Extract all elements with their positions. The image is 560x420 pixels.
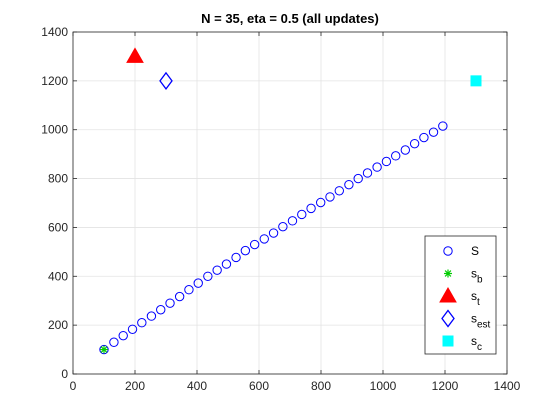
data-point: [297, 209, 307, 220]
data-point: [109, 337, 119, 347]
legend-marker: [444, 269, 452, 278]
x-tick-label: 1400: [494, 379, 521, 393]
data-point: [400, 145, 411, 155]
y-tick-label: 1200: [41, 74, 68, 88]
data-point: [159, 71, 173, 90]
asterisk-stroke: [100, 346, 108, 353]
data-point: [221, 259, 232, 269]
asterisk-stroke: [444, 270, 452, 277]
data-point: [165, 298, 175, 308]
chart-title: N = 35, eta = 0.5 (all updates): [201, 11, 379, 26]
legend-label: sb: [471, 267, 483, 286]
legend-label: S: [471, 244, 479, 258]
data-point: [137, 318, 147, 328]
x-tick-label: 0: [70, 379, 77, 393]
data-point: [100, 345, 108, 354]
data-point: [184, 285, 194, 295]
data-point: [353, 173, 363, 184]
data-point: [287, 216, 298, 226]
data-point: [419, 132, 429, 143]
data-point: [372, 162, 382, 172]
data-point: [334, 186, 344, 196]
series-s-c: [470, 75, 482, 87]
x-tick-label: 1000: [370, 379, 397, 393]
legend-marker: [439, 286, 457, 303]
legend-marker: [443, 246, 453, 256]
data-point: [240, 245, 251, 256]
data-point: [118, 330, 128, 341]
x-tick-label: 200: [125, 379, 145, 393]
data-point: [259, 234, 269, 244]
legend-label: st: [471, 289, 480, 308]
data-point: [306, 203, 316, 214]
legend-label: sest: [471, 312, 491, 331]
data-point: [99, 344, 109, 355]
data-markers: [99, 47, 482, 355]
data-point: [315, 197, 326, 208]
data-point: [381, 156, 392, 167]
y-tick-label: 200: [48, 318, 68, 332]
data-point: [231, 252, 241, 263]
y-tick-label: 0: [61, 367, 68, 381]
data-point: [428, 127, 439, 137]
data-point: [325, 192, 335, 202]
y-tick-label: 1400: [41, 25, 68, 39]
legend-label: sc: [471, 334, 482, 353]
series-s-b: [100, 345, 108, 354]
legend-box: [424, 235, 497, 355]
series-s: [99, 121, 448, 355]
data-point: [174, 291, 185, 302]
data-point: [268, 228, 279, 238]
y-tick-label: 1000: [41, 123, 68, 137]
data-point: [146, 311, 157, 321]
data-point: [212, 265, 222, 275]
x-tick-label: 800: [311, 379, 331, 393]
y-tick-label: 400: [48, 269, 68, 283]
data-point: [127, 324, 138, 334]
data-point: [344, 179, 354, 190]
y-tick-label: 800: [48, 172, 68, 186]
data-point: [391, 151, 401, 161]
data-point: [249, 239, 260, 250]
legend-marker: [441, 309, 455, 328]
legend-marker: [442, 335, 454, 347]
axis-ticks: 0 200 400 600 800 1000 1200 1400 0 200 400 600 800 10…: [41, 25, 520, 393]
legend: Ssb st sest sc: [424, 235, 497, 355]
data-point: [278, 221, 288, 232]
data-point: [470, 75, 482, 87]
x-tick-label: 600: [249, 379, 269, 393]
data-point: [193, 278, 203, 288]
series-s-t: [126, 47, 144, 63]
data-point: [203, 271, 213, 281]
data-point: [362, 168, 373, 178]
data-point: [126, 47, 144, 63]
series-s-est: [159, 71, 173, 90]
y-tick-label: 600: [48, 220, 68, 234]
data-point: [156, 305, 166, 315]
data-point: [409, 138, 420, 149]
data-point: [438, 121, 448, 131]
x-tick-label: 1200: [432, 379, 459, 393]
axes-box: [72, 31, 508, 375]
x-tick-label: 400: [187, 379, 207, 393]
